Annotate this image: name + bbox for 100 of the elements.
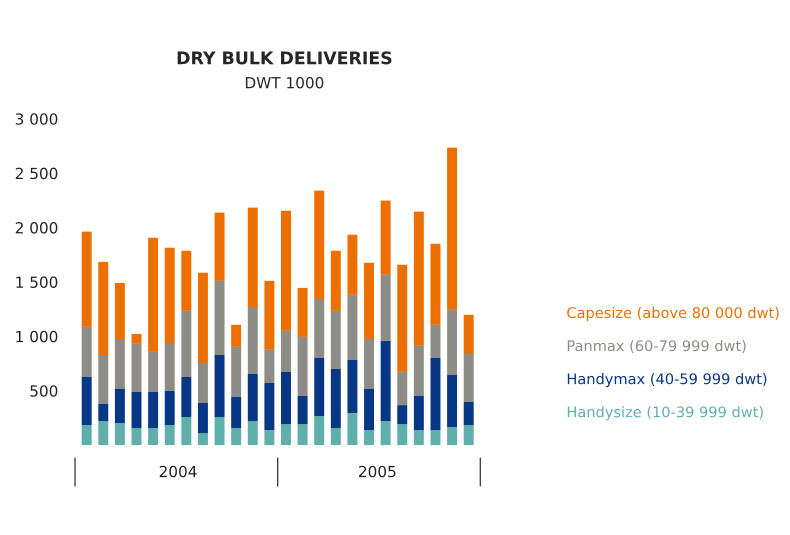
bar xyxy=(164,391,175,426)
text: 2005 xyxy=(359,466,396,478)
bar xyxy=(347,360,358,414)
text: 2004 xyxy=(160,466,197,478)
bar xyxy=(347,234,358,295)
bar xyxy=(132,344,142,392)
bar xyxy=(347,294,358,360)
bar xyxy=(231,346,242,398)
bar xyxy=(430,244,440,325)
y-tick-label: 500 xyxy=(30,385,58,397)
chart-subtitle: DWT 1000 xyxy=(246,76,324,88)
bar xyxy=(248,208,258,308)
bar xyxy=(132,392,142,428)
bar xyxy=(164,342,175,392)
text: Panmax (60-79 999 dwt) xyxy=(568,340,746,353)
bar xyxy=(397,372,408,406)
bar xyxy=(231,397,242,428)
bar xyxy=(430,430,440,446)
bar xyxy=(447,374,458,428)
bar xyxy=(330,428,341,446)
bar xyxy=(148,352,158,392)
bar xyxy=(148,392,158,428)
bar xyxy=(397,405,408,424)
bar xyxy=(98,421,108,446)
bar xyxy=(464,402,474,426)
bar xyxy=(314,299,324,358)
bar xyxy=(248,374,258,422)
text: Capesize (above 80 000 dwt) xyxy=(567,306,779,321)
bar xyxy=(298,288,308,337)
bar xyxy=(214,212,225,281)
bar xyxy=(298,424,308,446)
bar xyxy=(447,310,458,375)
bar xyxy=(380,340,391,422)
y-tick-label: 2 500 xyxy=(16,168,58,180)
bar xyxy=(181,377,192,418)
bar xyxy=(181,250,192,311)
bar xyxy=(181,310,192,378)
bar xyxy=(164,248,175,343)
bar xyxy=(98,262,108,355)
bar xyxy=(198,403,208,434)
bar xyxy=(248,421,258,446)
bar xyxy=(314,416,324,446)
bar xyxy=(330,250,341,311)
bar xyxy=(214,417,225,446)
bar xyxy=(298,396,308,424)
bar xyxy=(364,430,374,446)
bar xyxy=(264,383,274,430)
bar xyxy=(414,396,424,430)
bar xyxy=(364,388,374,430)
y-tick-label: 1 000 xyxy=(16,330,58,342)
bar xyxy=(330,368,341,428)
bar xyxy=(198,272,208,363)
bar xyxy=(298,336,308,396)
bar xyxy=(281,330,291,372)
bar xyxy=(132,334,142,344)
bar xyxy=(364,262,374,339)
bar xyxy=(414,212,424,346)
bar xyxy=(397,264,408,372)
bar xyxy=(248,308,258,374)
bar xyxy=(430,358,440,430)
y-tick-label: 3 000 xyxy=(16,113,58,125)
bar xyxy=(164,425,175,446)
bar xyxy=(214,280,225,355)
bar xyxy=(281,210,291,331)
bar xyxy=(148,428,158,446)
y-tick-label: 1 500 xyxy=(16,276,58,288)
bar xyxy=(414,430,424,446)
bar xyxy=(347,413,358,446)
bar xyxy=(231,324,242,347)
bar xyxy=(464,354,474,402)
bar xyxy=(281,424,291,446)
bar xyxy=(148,238,158,352)
bar xyxy=(82,232,92,327)
bar xyxy=(82,377,92,426)
y-tick-label: 2 000 xyxy=(16,222,58,234)
bar xyxy=(264,350,274,384)
bar xyxy=(447,148,458,310)
bar xyxy=(114,388,125,424)
bar xyxy=(330,310,341,369)
bar xyxy=(447,427,458,446)
bar xyxy=(414,346,424,396)
bar xyxy=(181,417,192,446)
bar xyxy=(214,354,225,418)
bar xyxy=(380,421,391,446)
bar xyxy=(264,280,274,350)
bar xyxy=(82,425,92,446)
bar xyxy=(132,428,142,446)
bar xyxy=(380,274,391,341)
bar xyxy=(198,433,208,446)
bar xyxy=(314,190,324,300)
bar xyxy=(314,358,324,416)
bar xyxy=(380,200,391,275)
bar xyxy=(114,338,125,389)
bar xyxy=(198,362,208,404)
bar xyxy=(364,338,374,389)
bar xyxy=(281,372,291,424)
bar xyxy=(231,428,242,446)
bar xyxy=(397,424,408,446)
bar xyxy=(98,404,108,422)
bar xyxy=(264,430,274,446)
